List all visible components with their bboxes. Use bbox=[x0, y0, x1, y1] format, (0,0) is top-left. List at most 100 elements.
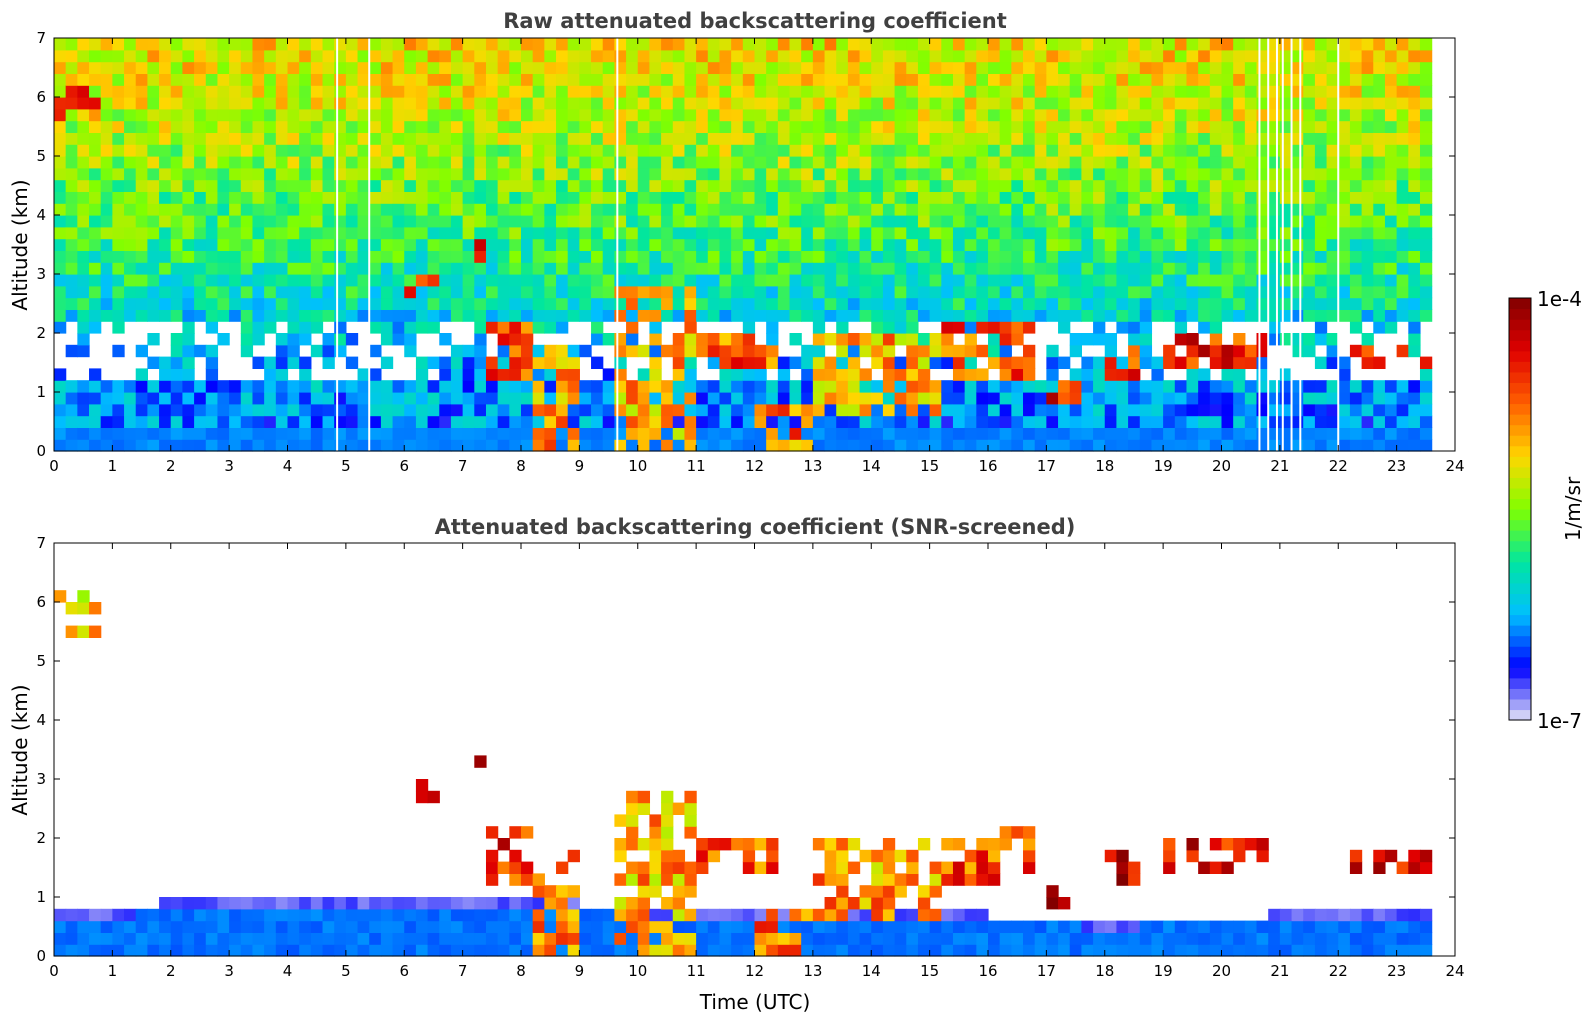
heatmap-cell bbox=[1256, 439, 1269, 452]
heatmap-cell bbox=[170, 215, 184, 228]
heatmap-cell bbox=[812, 427, 826, 440]
heatmap-cell bbox=[77, 380, 90, 393]
heatmap-cell bbox=[275, 144, 289, 157]
heatmap-cell bbox=[1209, 179, 1223, 192]
heatmap-cell bbox=[964, 439, 977, 452]
heatmap-cell bbox=[894, 885, 907, 898]
heatmap-cell bbox=[1408, 262, 1421, 275]
heatmap-cell bbox=[871, 861, 884, 874]
heatmap-cell bbox=[684, 333, 697, 346]
heatmap-cell bbox=[357, 427, 370, 440]
heatmap-cell bbox=[882, 309, 896, 322]
heatmap-cell bbox=[894, 226, 907, 240]
heatmap-cell bbox=[614, 203, 627, 216]
heatmap-cell bbox=[626, 344, 639, 358]
heatmap-cell bbox=[310, 144, 324, 157]
heatmap-cell bbox=[567, 73, 580, 86]
heatmap-cell bbox=[871, 120, 884, 133]
heatmap-cell bbox=[742, 179, 756, 192]
heatmap-cell bbox=[591, 49, 604, 63]
heatmap-cell bbox=[626, 226, 639, 240]
heatmap-cell bbox=[1011, 179, 1024, 192]
heatmap-cell bbox=[1244, 250, 1258, 263]
heatmap-cell bbox=[999, 403, 1012, 417]
heatmap-cell bbox=[322, 392, 335, 405]
heatmap-cell bbox=[124, 73, 137, 86]
heatmap-cell bbox=[719, 415, 732, 428]
heatmap-cell bbox=[1058, 439, 1071, 452]
heatmap-cell bbox=[1174, 167, 1188, 181]
heatmap-cell bbox=[1373, 439, 1386, 452]
x-tick-label: 6 bbox=[399, 962, 409, 980]
heatmap-cell bbox=[182, 156, 195, 169]
heatmap-cell bbox=[497, 203, 510, 216]
heatmap-cell bbox=[345, 191, 359, 204]
heatmap-cell bbox=[1244, 179, 1258, 192]
heatmap-cell bbox=[1023, 179, 1036, 192]
heatmap-cell bbox=[637, 838, 651, 851]
heatmap-cell bbox=[824, 297, 837, 310]
heatmap-cell bbox=[1151, 309, 1164, 322]
heatmap-cell bbox=[1279, 297, 1293, 310]
heatmap-cell bbox=[264, 309, 277, 322]
heatmap-cell bbox=[999, 344, 1012, 358]
heatmap-cell bbox=[1361, 932, 1374, 945]
heatmap-cell bbox=[614, 262, 627, 275]
heatmap-cell bbox=[812, 439, 826, 452]
heatmap-cell bbox=[194, 97, 207, 110]
heatmap-cell bbox=[462, 85, 475, 98]
heatmap-cell bbox=[182, 309, 195, 322]
heatmap-cell bbox=[252, 415, 265, 428]
heatmap-cell bbox=[1396, 203, 1409, 216]
heatmap-cell bbox=[299, 108, 312, 122]
heatmap-cell bbox=[789, 120, 802, 133]
heatmap-cell bbox=[894, 179, 907, 192]
heatmap-cell bbox=[719, 297, 732, 310]
heatmap-cell bbox=[462, 908, 475, 922]
heatmap-cell bbox=[240, 144, 254, 157]
heatmap-cell bbox=[1303, 49, 1316, 63]
heatmap-cell bbox=[194, 439, 207, 452]
heatmap-cell bbox=[988, 38, 1001, 51]
heatmap-cell bbox=[100, 97, 113, 110]
heatmap-cell bbox=[999, 156, 1012, 169]
heatmap-cell bbox=[509, 380, 522, 393]
heatmap-cell bbox=[766, 191, 779, 204]
heatmap-cell bbox=[556, 920, 569, 933]
heatmap-cell bbox=[1151, 203, 1164, 216]
heatmap-cell bbox=[906, 849, 919, 863]
heatmap-cell bbox=[556, 132, 569, 145]
heatmap-cell bbox=[264, 415, 277, 428]
heatmap-cell bbox=[275, 897, 289, 910]
heatmap-cell bbox=[1198, 144, 1211, 157]
heatmap-cell bbox=[334, 120, 347, 133]
heatmap-cell bbox=[532, 415, 545, 428]
heatmap-cell bbox=[240, 156, 254, 169]
heatmap-cell bbox=[649, 932, 662, 945]
heatmap-cell bbox=[847, 392, 861, 405]
heatmap-cell bbox=[591, 392, 604, 405]
heatmap-cell bbox=[917, 156, 931, 169]
heatmap-cell bbox=[1244, 274, 1258, 287]
colorbar-swatch bbox=[1509, 698, 1531, 711]
heatmap-cell bbox=[1139, 203, 1153, 216]
heatmap-cell bbox=[427, 356, 440, 369]
heatmap-cell bbox=[684, 439, 697, 452]
heatmap-cell bbox=[999, 226, 1012, 240]
heatmap-cell bbox=[497, 262, 510, 275]
heatmap-cell bbox=[649, 274, 662, 287]
heatmap-cell bbox=[474, 262, 487, 275]
heatmap-cell bbox=[999, 262, 1012, 275]
heatmap-cell bbox=[369, 203, 382, 216]
heatmap-cell bbox=[65, 344, 78, 358]
heatmap-cell bbox=[497, 49, 510, 63]
heatmap-cell bbox=[474, 167, 487, 181]
heatmap-cell bbox=[1198, 120, 1211, 133]
heatmap-cell bbox=[357, 908, 370, 922]
heatmap-cell bbox=[1104, 120, 1118, 133]
heatmap-cell bbox=[567, 226, 580, 240]
heatmap-cell bbox=[567, 38, 580, 51]
heatmap-cell bbox=[579, 415, 592, 428]
heatmap-cell bbox=[649, 944, 662, 957]
heatmap-cell bbox=[1163, 297, 1176, 310]
